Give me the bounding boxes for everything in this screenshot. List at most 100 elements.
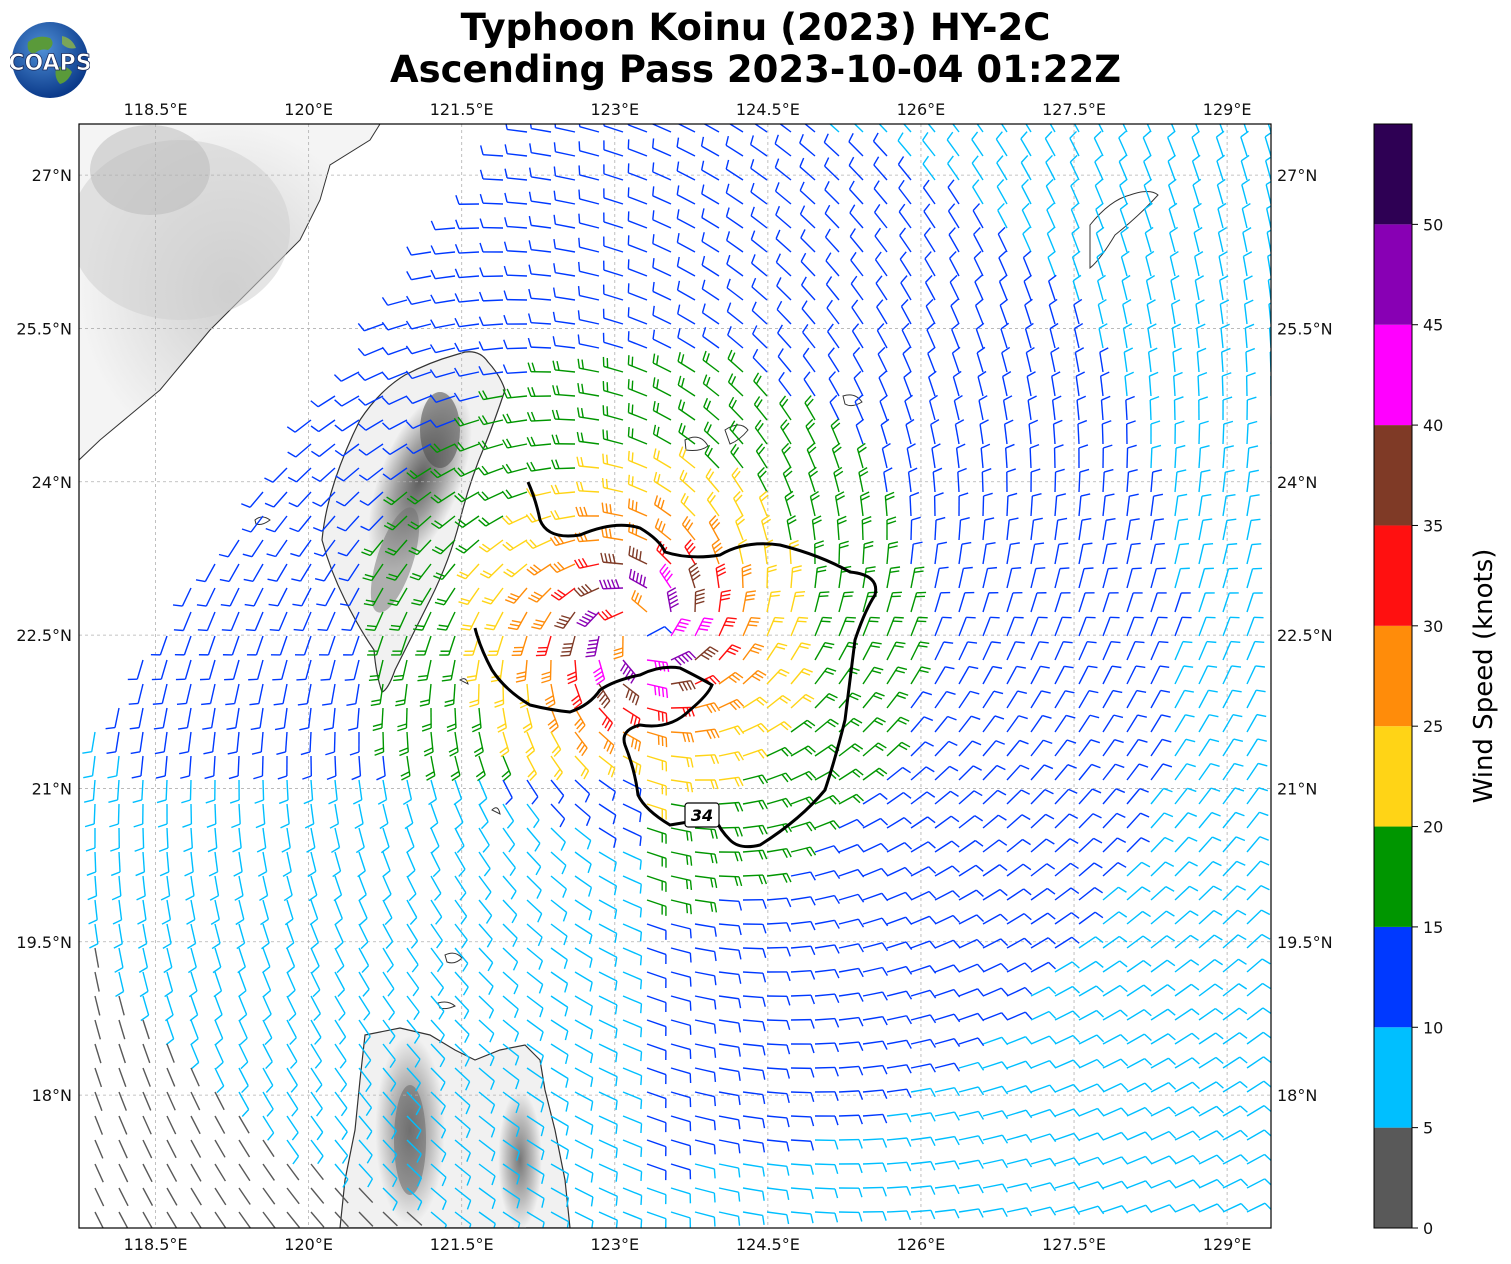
wind-barb <box>526 851 542 876</box>
wind-barb <box>1102 640 1121 661</box>
wind-barb <box>790 1091 815 1102</box>
wind-barb <box>272 659 288 681</box>
lon-ticks-bottom: 118.5°E 120°E 121.5°E 123°E 124.5°E 126°E 127.… <box>124 1235 1252 1254</box>
wind-barb <box>406 1019 421 1044</box>
wind-barb <box>808 466 819 493</box>
wind-barb <box>1241 178 1251 205</box>
wind-barb <box>1126 1058 1153 1069</box>
wind-barb <box>1198 762 1220 781</box>
wind-barb <box>1246 933 1271 949</box>
wind-barb <box>1222 616 1240 637</box>
wind-barb <box>382 1115 398 1140</box>
wind-barb <box>814 894 841 905</box>
wind-barb <box>1244 323 1255 349</box>
wind-barb <box>1024 322 1034 349</box>
wind-barb <box>446 707 457 733</box>
wind-barb <box>827 347 840 373</box>
wind-barb <box>910 666 931 685</box>
wind-barb <box>833 466 844 493</box>
wind-barb <box>358 1091 373 1116</box>
wind-barb <box>1242 227 1252 253</box>
wind-barb <box>454 1019 470 1044</box>
wind-barb <box>1078 1156 1105 1166</box>
wind-barb <box>526 1019 544 1042</box>
wind-barb <box>137 899 147 925</box>
wind-barb <box>886 741 911 757</box>
wind-barb <box>980 443 991 469</box>
wind-barb <box>1150 1155 1177 1165</box>
wind-barb <box>790 1067 815 1078</box>
wind-barb <box>238 1019 248 1046</box>
wind-barb <box>363 587 384 607</box>
wind-barb <box>181 779 192 804</box>
wind-barb <box>526 827 541 852</box>
colorbar-tick-label: 45 <box>1423 316 1443 335</box>
lon-tick-label: 121.5°E <box>430 100 494 119</box>
wind-barb <box>1144 226 1154 253</box>
wind-barb <box>951 346 961 373</box>
wind-barb <box>214 995 223 1022</box>
wind-barb <box>195 563 216 583</box>
wind-barb <box>430 1211 448 1228</box>
wind-barb <box>1150 959 1176 973</box>
wind-barb <box>502 364 528 374</box>
wind-barb <box>1052 419 1063 445</box>
wind-barb <box>377 779 388 805</box>
wind-barb <box>507 611 528 631</box>
wind-barb <box>357 395 384 406</box>
lon-tick-label: 129°E <box>1203 100 1252 119</box>
wind-barb <box>708 515 721 541</box>
wind-barb <box>681 516 696 541</box>
wind-barb <box>910 766 935 781</box>
wind-barb <box>478 947 494 972</box>
wind-barb <box>528 587 552 603</box>
wind-barb <box>886 817 912 829</box>
wind-barb <box>214 1115 226 1134</box>
wind-barb <box>825 252 840 277</box>
wind-barb <box>862 1040 888 1050</box>
wind-barb <box>187 923 197 950</box>
wind-barb <box>574 1115 594 1135</box>
wind-barb <box>1069 154 1080 181</box>
wind-barb <box>574 827 592 850</box>
wind-barb <box>428 779 438 806</box>
wind-barb <box>550 995 569 1017</box>
wind-barb <box>254 779 265 804</box>
wind-barb <box>553 214 576 229</box>
wind-barb <box>750 254 768 277</box>
wind-barb <box>694 851 718 864</box>
wind-barb <box>503 265 528 277</box>
wind-barb <box>450 755 461 782</box>
wind-barb <box>478 779 488 806</box>
wind-barb <box>1006 986 1033 997</box>
wind-barb <box>766 721 792 733</box>
wind-barb <box>646 1067 667 1085</box>
wind-barb <box>718 644 742 661</box>
wind-barb <box>526 971 544 994</box>
wind-barb <box>790 1139 815 1151</box>
wind-barb <box>1198 444 1210 469</box>
wind-barb <box>646 1211 667 1228</box>
wind-barb <box>1006 1085 1033 1094</box>
wind-barb <box>87 875 98 901</box>
wind-barb <box>166 1067 176 1087</box>
wind-barb <box>190 1187 202 1206</box>
wind-barb <box>430 1019 445 1044</box>
wind-barb <box>1270 1163 1271 1164</box>
wind-barb <box>654 518 672 541</box>
wind-barb <box>1102 960 1128 973</box>
wind-barb <box>208 851 219 877</box>
colorbar-tick-label: 30 <box>1423 617 1443 636</box>
wind-barb <box>458 587 480 606</box>
wind-barb <box>627 307 648 325</box>
wind-barb <box>652 210 672 229</box>
wind-barb <box>430 467 456 479</box>
wind-barb <box>1030 1206 1057 1216</box>
wind-barb <box>934 939 961 949</box>
wind-barb <box>478 1067 495 1090</box>
wind-barb <box>934 914 961 925</box>
wind-barb <box>694 702 721 714</box>
wind-barb <box>814 591 830 613</box>
wind-barb <box>766 668 790 685</box>
wind-barb <box>754 124 768 133</box>
